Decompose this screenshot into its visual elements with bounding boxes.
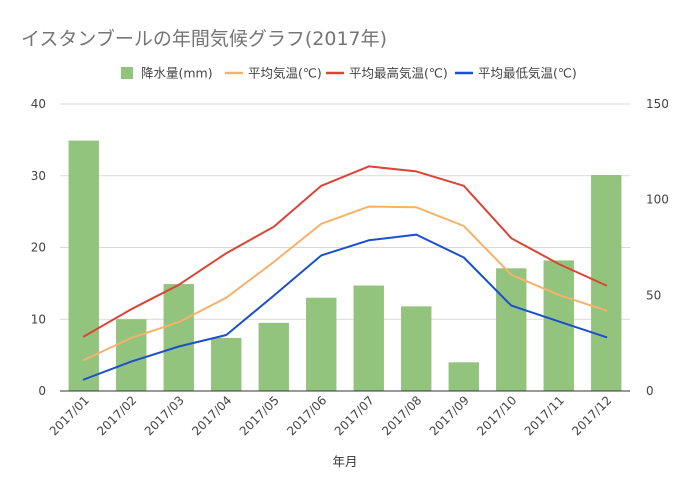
temperature-line <box>82 165 608 338</box>
legend-label: 平均最低気温(℃) <box>478 66 577 81</box>
precipitation-bar <box>353 285 384 391</box>
x-tick-label: 2017/03 <box>142 393 187 438</box>
legend-label: 平均最高気温(℃) <box>349 66 448 81</box>
precipitation-bar <box>401 306 432 391</box>
x-tick-label: 2017/11 <box>522 393 567 438</box>
line-series <box>82 165 608 381</box>
precipitation-bar <box>306 297 337 391</box>
x-tick-label: 2017/01 <box>47 393 92 438</box>
x-tick-label: 2017/09 <box>427 393 472 438</box>
x-tick-label: 2017/05 <box>237 393 282 438</box>
y-right-tick-label: 100 <box>646 193 669 207</box>
temperature-line <box>82 233 608 381</box>
precipitation-bar <box>68 140 99 391</box>
precipitation-bar <box>591 175 622 391</box>
legend-swatch <box>121 67 133 79</box>
x-tick-label: 2017/07 <box>332 393 377 438</box>
y-right-tick-label: 0 <box>646 384 654 398</box>
y-right-tick-label: 150 <box>646 97 669 111</box>
precipitation-bar <box>211 337 242 391</box>
x-tick-label: 2017/04 <box>189 393 234 438</box>
precipitation-bar <box>163 284 194 391</box>
x-axis-label: 年月 <box>332 454 357 469</box>
precipitation-bar <box>116 319 147 391</box>
y-right-tick-label: 50 <box>646 288 661 302</box>
x-tick-label: 2017/08 <box>379 393 424 438</box>
precipitation-bar <box>258 322 289 391</box>
legend-label: 平均気温(℃) <box>248 66 322 81</box>
precipitation-bar <box>448 362 479 391</box>
x-tick-label: 2017/02 <box>94 393 139 438</box>
legend-label: 降水量(mm) <box>141 66 213 81</box>
y-left-tick-label: 30 <box>31 169 46 183</box>
bar-series <box>68 140 622 391</box>
x-tick-label: 2017/10 <box>474 393 519 438</box>
x-tick-label: 2017/06 <box>284 393 329 438</box>
precipitation-bar <box>496 268 527 391</box>
y-left-tick-label: 10 <box>31 312 46 326</box>
y-left-tick-label: 0 <box>38 384 46 398</box>
y-left-tick-label: 40 <box>31 97 46 111</box>
chart-title: イスタンブールの年間気候グラフ(2017年) <box>21 27 387 50</box>
x-tick-label: 2017/12 <box>569 393 614 438</box>
y-left-tick-label: 20 <box>31 241 46 255</box>
legend: 降水量(mm) 平均気温(℃) 平均最高気温(℃) 平均最低気温(℃) <box>121 66 577 81</box>
temperature-line <box>82 205 608 362</box>
